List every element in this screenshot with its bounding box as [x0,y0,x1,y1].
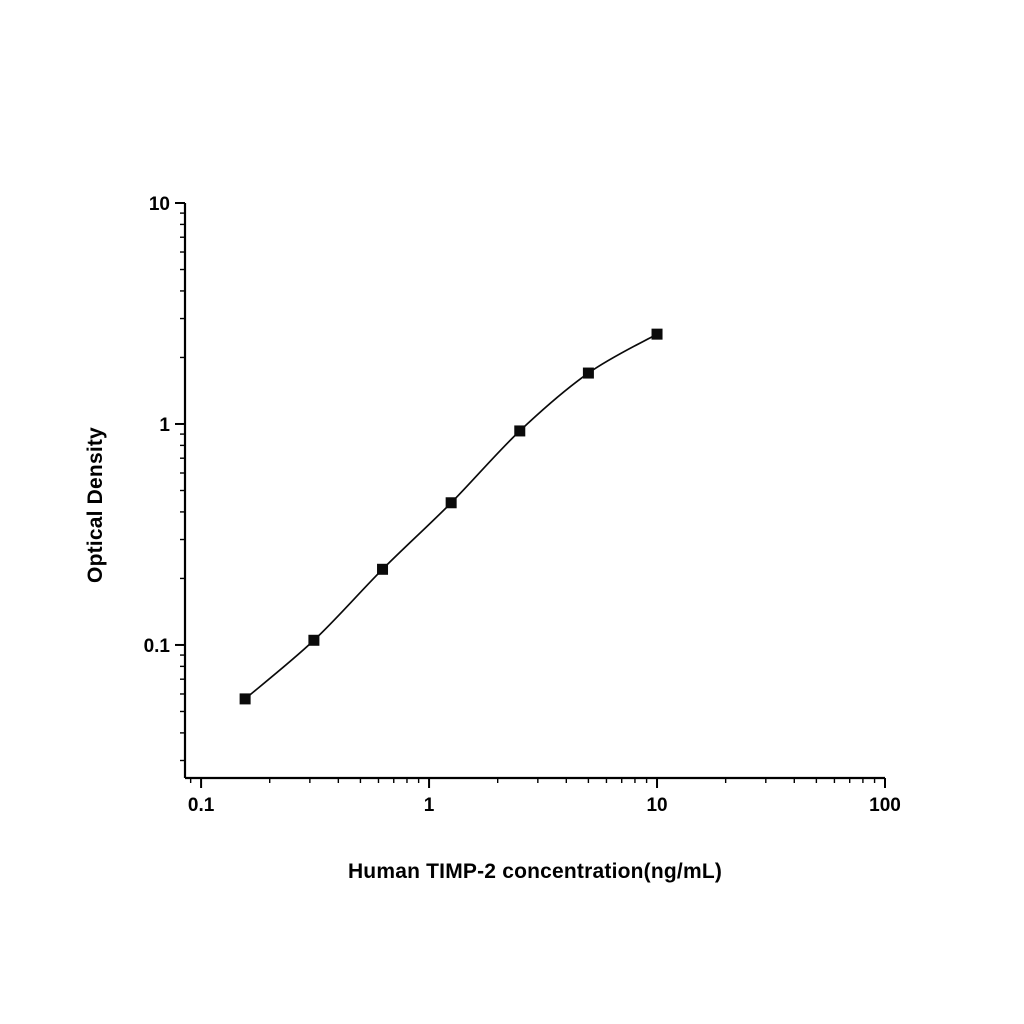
data-point-marker [651,328,663,340]
x-axis-title: Human TIMP-2 concentration(ng/mL) [347,860,723,883]
y-axis-title: Optical Density [84,427,107,583]
y-tick-label: 1 [159,415,170,436]
x-tick-label: 100 [869,795,901,816]
curve-line [244,333,658,700]
data-point-marker [514,425,526,437]
data-point-marker [377,563,389,575]
y-tick-label: 10 [149,194,170,215]
x-tick-label: 0.1 [188,795,215,816]
data-point-marker [445,497,457,509]
data-point-marker [308,634,320,646]
x-tick-label: 10 [646,795,667,816]
data-point-marker [239,693,251,705]
data-point-marker [582,367,594,379]
x-tick-label: 1 [424,795,435,816]
y-tick-label: 0.1 [144,636,171,657]
